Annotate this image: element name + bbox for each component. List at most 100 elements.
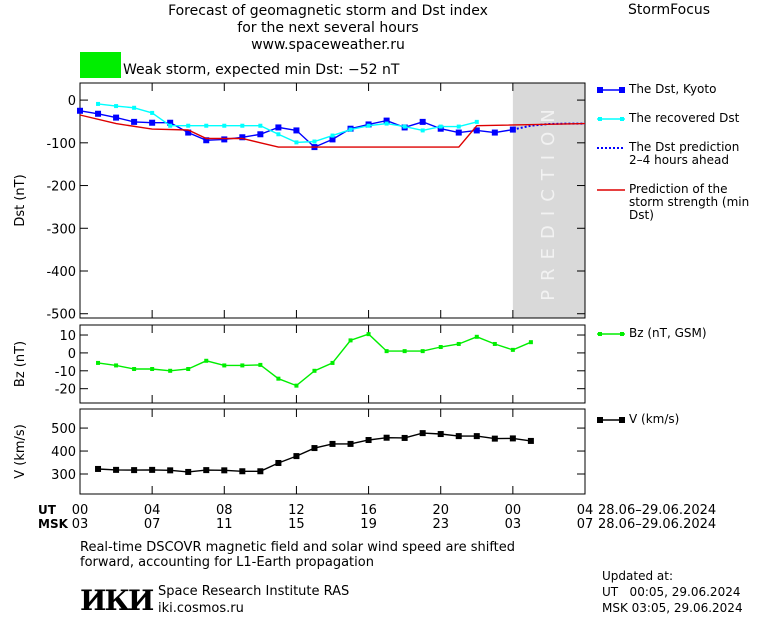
data-point bbox=[420, 349, 425, 354]
x-tick-label-msk: 19 bbox=[360, 517, 377, 532]
data-point bbox=[473, 433, 480, 440]
updated-line: MSK 03:05, 29.06.2024 bbox=[602, 601, 743, 615]
data-point bbox=[294, 383, 299, 388]
data-point bbox=[276, 376, 281, 381]
legend-marker bbox=[619, 417, 625, 423]
data-point bbox=[492, 341, 497, 346]
data-point bbox=[384, 349, 389, 354]
data-point bbox=[168, 123, 173, 128]
legend-marker bbox=[598, 117, 602, 121]
data-point bbox=[438, 345, 443, 350]
plot-frame bbox=[79, 408, 586, 495]
x-tick-label-msk: 07 bbox=[577, 517, 594, 532]
data-point bbox=[509, 126, 516, 133]
x-tick-label: 12 bbox=[288, 503, 305, 518]
y-axis-label: V (km/s) bbox=[13, 424, 28, 479]
data-point bbox=[402, 349, 407, 354]
data-point bbox=[474, 334, 479, 339]
data-point bbox=[96, 360, 101, 365]
x-tick-label: 20 bbox=[432, 503, 449, 518]
legend-marker bbox=[619, 87, 625, 93]
note-line: Real-time DSCOVR magnetic field and sola… bbox=[80, 540, 516, 555]
data-point bbox=[114, 363, 119, 368]
updated-line: Updated at: bbox=[602, 569, 673, 583]
updated-line: UT 00:05, 29.06.2024 bbox=[602, 585, 741, 599]
institute: Space Research Institute RAS bbox=[158, 584, 350, 599]
data-point bbox=[509, 435, 516, 442]
data-point bbox=[366, 123, 371, 128]
data-point bbox=[312, 139, 317, 144]
data-point bbox=[384, 121, 389, 126]
data-point bbox=[293, 127, 300, 134]
data-point bbox=[167, 119, 174, 126]
prediction-region bbox=[512, 83, 585, 318]
data-point bbox=[95, 465, 102, 472]
data-point bbox=[185, 468, 192, 475]
url: iki.cosmos.ru bbox=[158, 601, 244, 616]
data-point bbox=[365, 437, 372, 444]
data-point bbox=[240, 363, 245, 368]
data-point bbox=[348, 338, 353, 343]
data-point bbox=[186, 123, 191, 128]
data-point bbox=[348, 127, 353, 132]
logo: ИКИ bbox=[80, 584, 154, 617]
data-point bbox=[113, 114, 120, 121]
data-point bbox=[330, 360, 335, 365]
data-point bbox=[366, 332, 371, 337]
plot-frame bbox=[79, 324, 586, 404]
msk-dates: 28.06–29.06.2024 bbox=[598, 517, 716, 532]
legend-marker bbox=[620, 117, 624, 121]
data-point bbox=[527, 437, 534, 444]
series-line bbox=[79, 114, 586, 148]
data-point bbox=[347, 440, 354, 447]
data-point bbox=[186, 367, 191, 372]
y-tick-label: -300 bbox=[46, 222, 76, 237]
data-point bbox=[204, 123, 209, 128]
ut-dates: 28.06–29.06.2024 bbox=[598, 503, 716, 518]
plot-frame bbox=[79, 82, 586, 319]
y-tick-label: -10 bbox=[55, 365, 76, 380]
ut-label: UT bbox=[38, 503, 57, 517]
legend-label: The Dst prediction 2–4 hours ahead bbox=[629, 140, 740, 167]
y-tick-label: 0 bbox=[68, 347, 76, 362]
data-point bbox=[257, 468, 264, 475]
data-point bbox=[131, 118, 138, 125]
data-point bbox=[491, 435, 498, 442]
data-point bbox=[168, 368, 173, 373]
y-tick-label: 300 bbox=[51, 468, 76, 483]
data-point bbox=[203, 467, 210, 474]
data-point bbox=[383, 434, 390, 441]
title-line: www.spaceweather.ru bbox=[251, 37, 405, 53]
x-tick-label-msk: 15 bbox=[288, 517, 305, 532]
data-point bbox=[455, 129, 462, 136]
data-point bbox=[257, 131, 264, 138]
y-tick-label: 0 bbox=[68, 94, 76, 109]
data-point bbox=[456, 341, 461, 346]
data-point bbox=[456, 124, 461, 129]
y-tick-label: 10 bbox=[59, 329, 76, 344]
data-point bbox=[221, 467, 228, 474]
x-tick-label: 16 bbox=[360, 503, 377, 518]
data-point bbox=[77, 107, 83, 114]
data-point bbox=[276, 132, 281, 137]
msk-label: MSK bbox=[38, 517, 69, 531]
x-tick-label: 00 bbox=[505, 503, 522, 518]
data-point bbox=[96, 101, 101, 106]
title-line: Forecast of geomagnetic storm and Dst in… bbox=[168, 3, 488, 19]
data-point bbox=[114, 104, 119, 109]
series-line bbox=[97, 103, 477, 144]
y-axis-label: Bz (nT) bbox=[13, 341, 28, 387]
legend-label: The recovered Dst bbox=[629, 111, 740, 125]
legend-label: V (km/s) bbox=[629, 412, 680, 426]
series-line bbox=[97, 432, 531, 473]
x-tick-label: 04 bbox=[144, 503, 161, 518]
note: Real-time DSCOVR magnetic field and sola… bbox=[80, 540, 515, 570]
legend-marker bbox=[598, 332, 602, 336]
y-axis-label: Dst (nT) bbox=[13, 174, 28, 226]
data-point bbox=[222, 363, 227, 368]
x-tick-label: 00 bbox=[72, 503, 89, 518]
data-point bbox=[132, 367, 137, 372]
data-point bbox=[149, 119, 156, 126]
y-tick-label: -200 bbox=[46, 180, 76, 195]
data-point bbox=[491, 129, 498, 136]
